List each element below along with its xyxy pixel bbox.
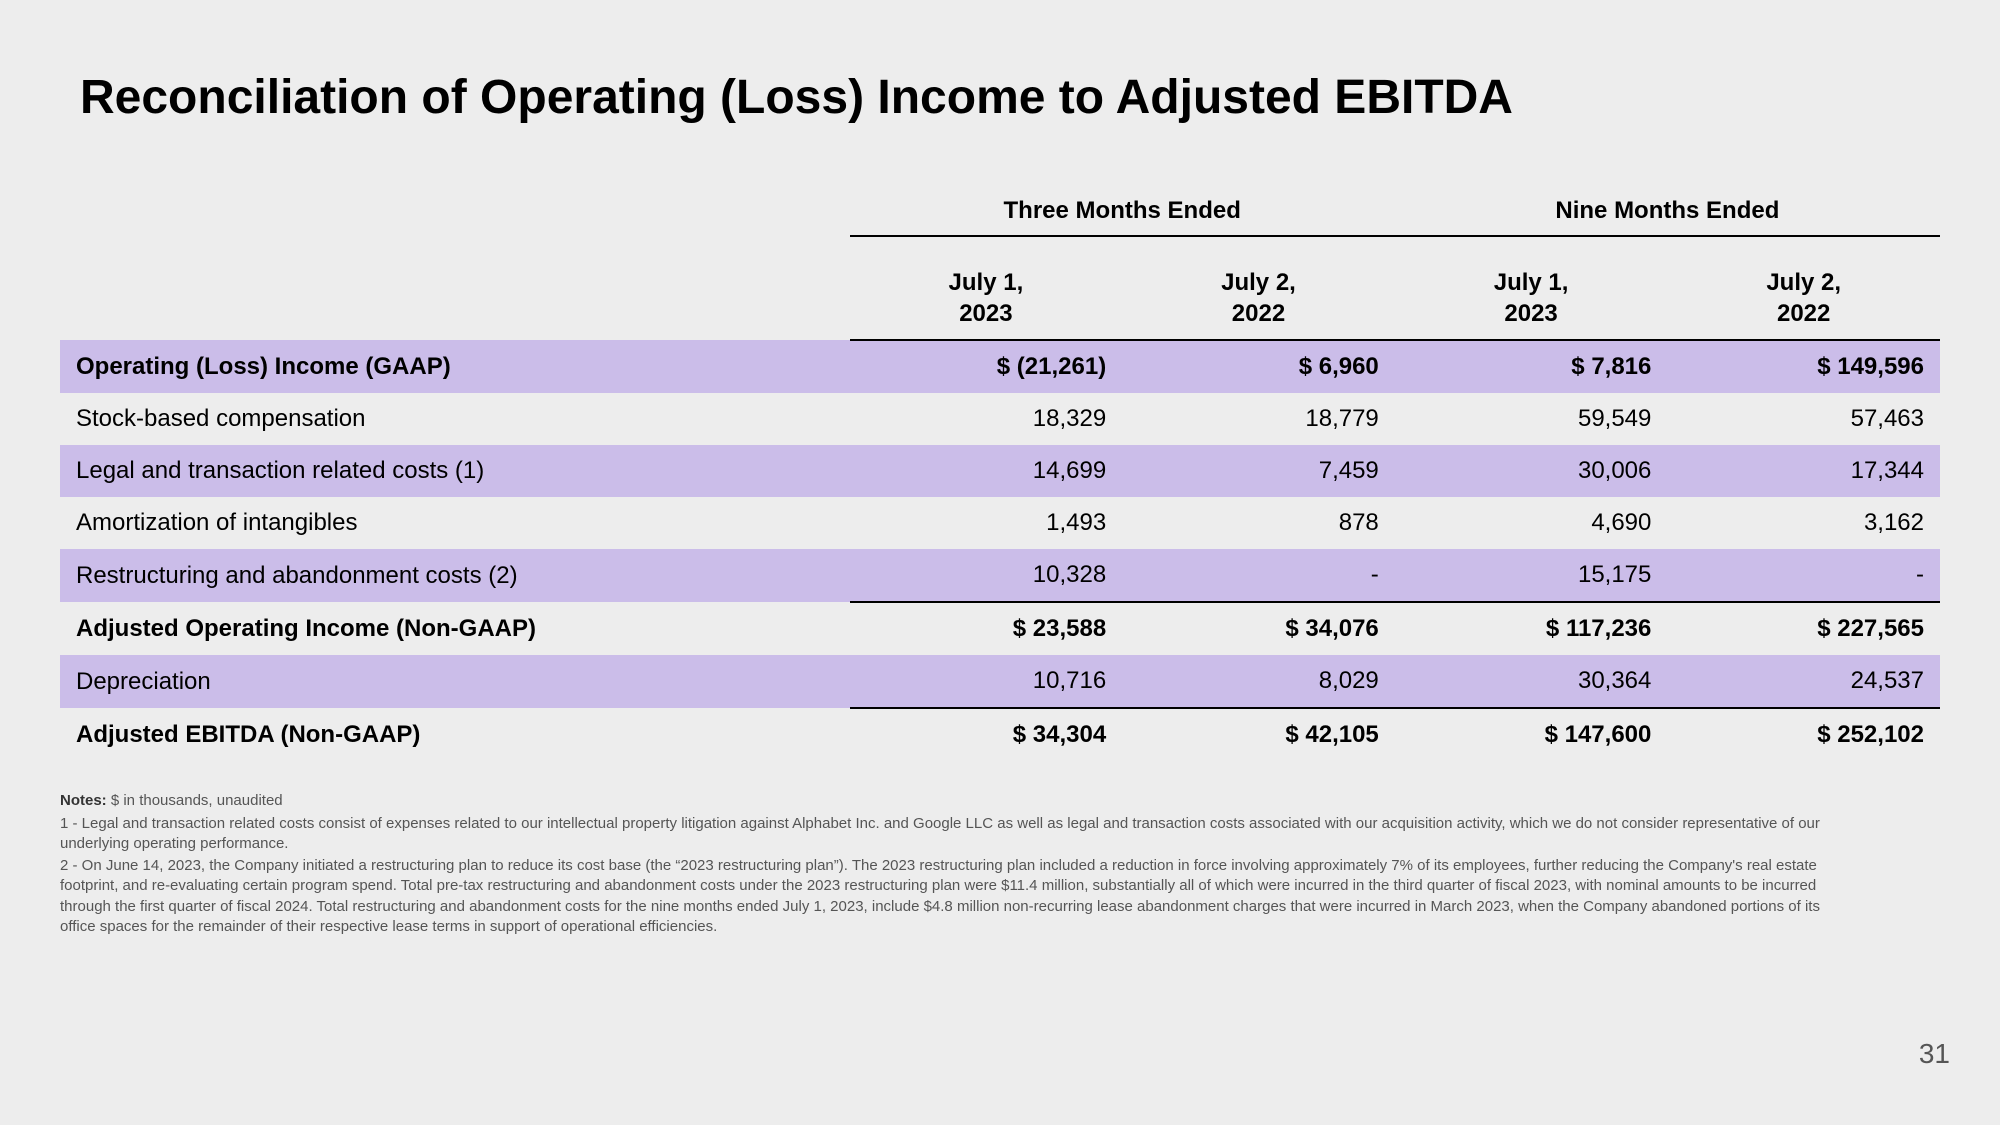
cell: 18,779 xyxy=(1122,393,1395,445)
cell: $ 252,102 xyxy=(1667,708,1940,761)
col-header-date-4: July 2,2022 xyxy=(1667,236,1940,340)
row-label: Depreciation xyxy=(60,655,850,708)
cell: 8,029 xyxy=(1122,655,1395,708)
footnotes: Notes: $ in thousands, unaudited 1 - Leg… xyxy=(60,791,1940,937)
period-three-months: Three Months Ended xyxy=(850,185,1395,236)
cell: $ 6,960 xyxy=(1122,340,1395,393)
period-nine-months: Nine Months Ended xyxy=(1395,185,1940,236)
cell: 59,549 xyxy=(1395,393,1668,445)
cell: $ 34,304 xyxy=(850,708,1123,761)
col-header-date-1: July 1,2023 xyxy=(850,236,1123,340)
cell: 57,463 xyxy=(1667,393,1940,445)
cell: 7,459 xyxy=(1122,445,1395,497)
row-label: Restructuring and abandonment costs (2) xyxy=(60,549,850,602)
cell: $ 117,236 xyxy=(1395,602,1668,655)
table-row: Depreciation 10,716 8,029 30,364 24,537 xyxy=(60,655,1940,708)
table-row: Legal and transaction related costs (1) … xyxy=(60,445,1940,497)
table-row: Adjusted Operating Income (Non-GAAP) $ 2… xyxy=(60,602,1940,655)
notes-lead: Notes: xyxy=(60,792,107,809)
row-label: Adjusted Operating Income (Non-GAAP) xyxy=(60,602,850,655)
cell: 24,537 xyxy=(1667,655,1940,708)
cell: 1,493 xyxy=(850,497,1123,549)
table-row: Amortization of intangibles 1,493 878 4,… xyxy=(60,497,1940,549)
cell: $ 147,600 xyxy=(1395,708,1668,761)
note-line: 2 - On June 14, 2023, the Company initia… xyxy=(60,856,1840,937)
cell: $ 34,076 xyxy=(1122,602,1395,655)
note-line: 1 - Legal and transaction related costs … xyxy=(60,814,1840,855)
table-row: Stock-based compensation 18,329 18,779 5… xyxy=(60,393,1940,445)
table-row: Restructuring and abandonment costs (2) … xyxy=(60,549,1940,602)
cell: 14,699 xyxy=(850,445,1123,497)
cell: $ 42,105 xyxy=(1122,708,1395,761)
cell: $ (21,261) xyxy=(850,340,1123,393)
page-number: 31 xyxy=(1919,1038,1950,1070)
page-title: Reconciliation of Operating (Loss) Incom… xyxy=(80,70,1940,125)
row-label: Amortization of intangibles xyxy=(60,497,850,549)
cell: $ 149,596 xyxy=(1667,340,1940,393)
cell: $ 7,816 xyxy=(1395,340,1668,393)
cell: 30,006 xyxy=(1395,445,1668,497)
cell: - xyxy=(1122,549,1395,602)
cell: 4,690 xyxy=(1395,497,1668,549)
reconciliation-table: Three Months Ended Nine Months Ended Jul… xyxy=(60,185,1940,761)
cell: 17,344 xyxy=(1667,445,1940,497)
row-label: Operating (Loss) Income (GAAP) xyxy=(60,340,850,393)
cell: 15,175 xyxy=(1395,549,1668,602)
cell: 30,364 xyxy=(1395,655,1668,708)
table-row: Operating (Loss) Income (GAAP) $ (21,261… xyxy=(60,340,1940,393)
row-label: Adjusted EBITDA (Non-GAAP) xyxy=(60,708,850,761)
col-header-date-2: July 2,2022 xyxy=(1122,236,1395,340)
row-label: Stock-based compensation xyxy=(60,393,850,445)
cell: 3,162 xyxy=(1667,497,1940,549)
cell: - xyxy=(1667,549,1940,602)
cell: $ 23,588 xyxy=(850,602,1123,655)
cell: 10,328 xyxy=(850,549,1123,602)
note-line: $ in thousands, unaudited xyxy=(107,792,283,809)
cell: 878 xyxy=(1122,497,1395,549)
table-date-header: July 1,2023 July 2,2022 July 1,2023 July… xyxy=(60,236,1940,340)
table-row: Adjusted EBITDA (Non-GAAP) $ 34,304 $ 42… xyxy=(60,708,1940,761)
cell: $ 227,565 xyxy=(1667,602,1940,655)
col-header-date-3: July 1,2023 xyxy=(1395,236,1668,340)
cell: 10,716 xyxy=(850,655,1123,708)
table-period-header: Three Months Ended Nine Months Ended xyxy=(60,185,1940,236)
cell: 18,329 xyxy=(850,393,1123,445)
row-label: Legal and transaction related costs (1) xyxy=(60,445,850,497)
